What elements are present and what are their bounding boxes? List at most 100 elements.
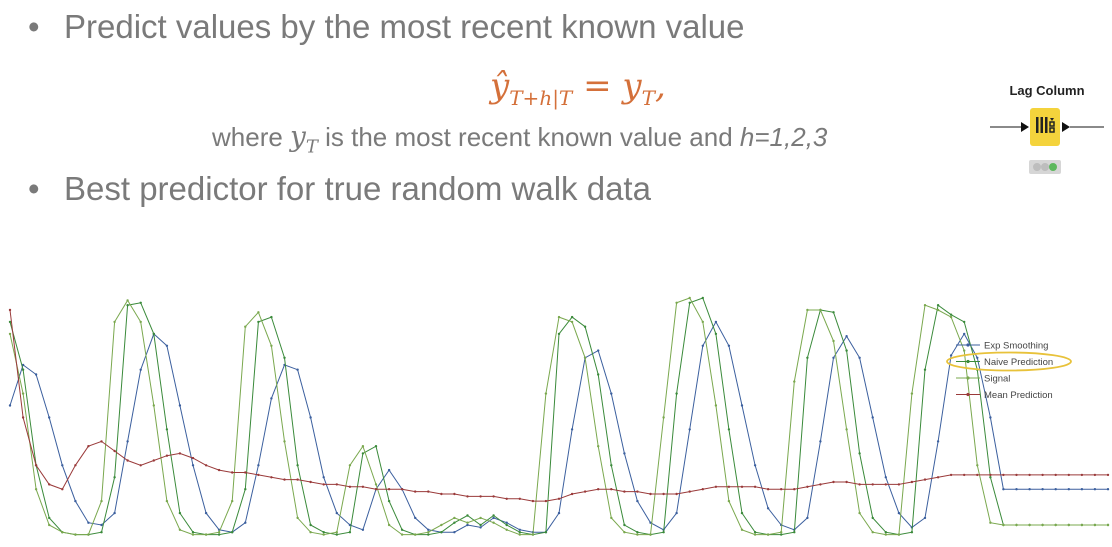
data-point — [217, 533, 221, 536]
data-point — [21, 416, 25, 419]
bullet-text: Predict values by the most recent known … — [64, 8, 745, 45]
data-point — [453, 531, 456, 534]
data-point — [231, 531, 234, 534]
data-point — [479, 526, 482, 529]
data-point — [74, 499, 77, 503]
data-point — [283, 440, 286, 443]
data-point — [806, 308, 809, 312]
data-point — [466, 514, 469, 517]
data-point — [727, 485, 731, 488]
data-point — [21, 392, 25, 395]
data-point — [335, 511, 338, 515]
data-point — [871, 531, 874, 534]
data-point — [1041, 523, 1044, 527]
data-point — [610, 464, 613, 467]
data-point — [387, 488, 391, 491]
data-point — [557, 511, 561, 515]
data-point — [348, 485, 352, 488]
data-point — [8, 404, 12, 407]
data-point — [387, 499, 391, 503]
data-point — [309, 416, 312, 419]
data-point — [453, 516, 456, 520]
data-point — [126, 459, 129, 462]
data-point — [400, 528, 404, 531]
data-point — [910, 392, 914, 395]
data-point — [740, 485, 744, 488]
data-point — [361, 528, 365, 531]
node-title: Lag Column — [1009, 83, 1085, 98]
data-point — [623, 490, 626, 493]
lag-column-node[interactable]: Lag Column — [990, 80, 1104, 180]
data-point — [8, 320, 12, 324]
data-point — [675, 511, 678, 515]
data-point — [505, 523, 508, 527]
data-point — [427, 528, 430, 531]
data-point — [152, 404, 155, 407]
data-point — [361, 452, 365, 455]
data-point — [832, 339, 835, 343]
data-point — [191, 531, 195, 534]
data-point — [21, 368, 25, 371]
data-point — [453, 521, 456, 524]
data-point — [623, 452, 626, 455]
data-point — [204, 464, 208, 467]
data-point — [1093, 473, 1097, 477]
data-point — [1067, 473, 1071, 477]
data-point — [806, 516, 809, 520]
data-point — [989, 416, 992, 419]
data-point — [976, 464, 979, 467]
bullet-predict-recent: • Predict values by the most recent known… — [28, 8, 745, 46]
data-point — [910, 531, 914, 534]
data-point — [949, 313, 953, 316]
data-point — [74, 533, 77, 536]
data-point — [1028, 473, 1031, 477]
data-point — [8, 308, 12, 312]
data-point — [74, 464, 77, 467]
data-point — [361, 485, 365, 488]
data-point — [753, 464, 757, 467]
data-point — [845, 335, 848, 338]
data-point — [701, 320, 704, 324]
data-point — [1054, 488, 1057, 491]
data-point — [936, 308, 940, 312]
data-point — [688, 428, 691, 431]
bullet-dot: • — [28, 8, 40, 45]
data-point — [766, 533, 770, 536]
data-point — [1002, 488, 1005, 491]
data-point — [649, 492, 652, 496]
data-point — [989, 476, 992, 479]
data-point — [361, 445, 365, 448]
data-point — [1028, 523, 1031, 527]
data-point — [139, 320, 142, 324]
legend-item: Naive Prediction — [956, 357, 1053, 368]
data-point — [1054, 473, 1057, 477]
data-point — [858, 452, 861, 455]
data-point — [1002, 473, 1005, 477]
data-point — [34, 488, 38, 491]
data-point — [466, 521, 469, 524]
data-point — [387, 468, 391, 472]
data-point — [675, 492, 678, 496]
data-point — [139, 301, 142, 304]
lag-column-icon[interactable] — [1030, 108, 1060, 146]
data-point — [257, 320, 260, 324]
series-exp-smoothing — [8, 320, 1110, 534]
status-light-red — [1033, 163, 1041, 171]
data-point — [936, 304, 940, 307]
data-point — [636, 490, 639, 493]
data-point — [570, 428, 574, 431]
data-point — [244, 521, 247, 524]
data-point — [165, 428, 169, 431]
data-point — [701, 344, 704, 347]
data-point — [884, 533, 887, 536]
data-point — [871, 516, 874, 520]
data-point — [374, 483, 378, 486]
data-point — [479, 495, 482, 498]
data-point — [858, 483, 861, 486]
data-point — [845, 480, 848, 484]
data-point — [1015, 523, 1018, 527]
data-point — [427, 490, 430, 493]
legend-label: Naive Prediction — [984, 357, 1053, 368]
data-point — [976, 356, 979, 359]
